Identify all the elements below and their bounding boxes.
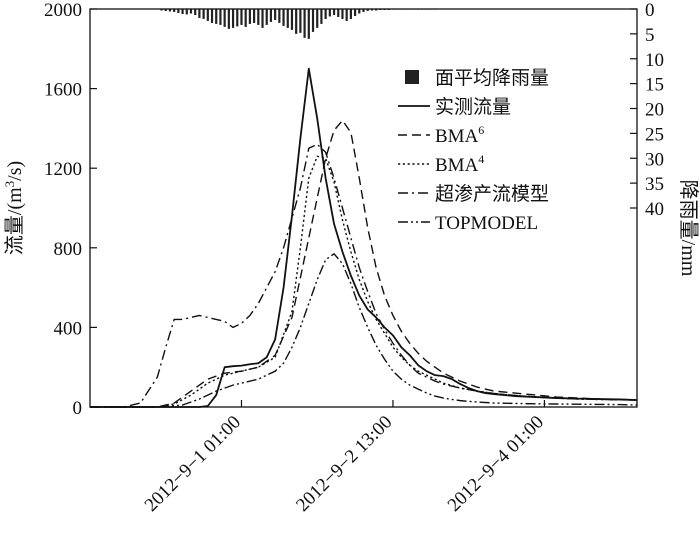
series-line-2 (90, 119, 638, 408)
rain-bar (261, 9, 264, 28)
rain-bar (278, 9, 281, 23)
rain-bar (375, 9, 378, 11)
left-tick-label: 1200 (44, 159, 82, 180)
series-line-4 (90, 143, 638, 408)
rain-bar (345, 9, 348, 21)
legend-label: BMA4 (435, 152, 484, 176)
series-line-3 (90, 155, 638, 408)
right-tick-label: 30 (645, 149, 664, 170)
right-tick-label: 10 (645, 50, 664, 71)
legend-label: 超渗产流模型 (435, 183, 549, 205)
rain-bar (206, 9, 209, 21)
rain-bar (370, 9, 374, 11)
rain-bar (210, 9, 214, 23)
rain-bar (282, 9, 285, 26)
right-tick-label: 35 (645, 174, 664, 195)
plot-area (90, 9, 638, 408)
rain-bar (362, 9, 365, 12)
rain-bar (320, 9, 323, 24)
left-tick-label: 400 (54, 318, 83, 339)
rain-bar (316, 9, 319, 28)
rain-bar (244, 9, 247, 27)
left-tick-label: 800 (54, 239, 83, 260)
rain-bar (328, 9, 331, 17)
rain-bar (299, 9, 302, 33)
legend-swatch-rain (405, 70, 419, 84)
rain-bar (269, 9, 273, 22)
rain-bar (274, 9, 277, 20)
rain-bar (353, 9, 357, 16)
rain-bar (349, 9, 352, 19)
legend-label: TOPMODEL (435, 213, 538, 234)
series-line-1 (90, 67, 638, 408)
rain-bar (215, 9, 218, 24)
right-tick-label: 40 (645, 199, 664, 220)
rain-bar (341, 9, 344, 19)
rain-bar (240, 9, 243, 25)
right-tick-label: 0 (645, 0, 655, 21)
rain-bar (332, 9, 336, 15)
rain-bar (358, 9, 361, 14)
left-axis-title: 流量/(m3/s) (2, 161, 26, 255)
legend-label: BMA6 (435, 123, 484, 147)
series-line-5 (90, 253, 638, 408)
rain-bar (202, 9, 205, 19)
axes: 0 400 800 1200 1600 2000 0 5 10 15 20 25 30 35 40 2012−… (2, 0, 700, 516)
x-tick-label: 2012−9−1 01:00 (141, 412, 245, 516)
right-tick-label: 25 (645, 124, 664, 145)
rain-bar (337, 9, 340, 17)
rain-bar (181, 9, 184, 14)
rain-bar (177, 9, 180, 13)
legend-label: 实测流量 (435, 96, 511, 118)
rain-bar (286, 9, 289, 28)
rain-bar (219, 9, 222, 25)
rain-bar (198, 9, 201, 18)
rain-bar (189, 9, 193, 14)
right-tick-label: 15 (645, 75, 664, 96)
rain-bar (173, 9, 176, 12)
rain-bar (194, 9, 197, 15)
rain-bar (227, 9, 230, 29)
left-tick-label: 0 (73, 398, 83, 419)
rain-bar (223, 9, 226, 27)
rain-bar (366, 9, 369, 11)
plot-frame (89, 8, 638, 408)
right-tick-label: 5 (645, 25, 655, 46)
legend-label: 面平均降雨量 (435, 67, 549, 89)
rain-bar (160, 9, 163, 11)
rain-bar (311, 9, 315, 32)
rain-bar (257, 9, 260, 25)
rain-bar (185, 9, 188, 15)
rain-bar (248, 9, 251, 24)
rain-bar (168, 9, 172, 12)
left-tick-label: 2000 (44, 0, 82, 21)
rain-bar (253, 9, 256, 23)
rain-bar (307, 9, 310, 39)
left-tick-label: 1600 (44, 80, 82, 101)
x-tick-label: 2012−9−4 01:00 (444, 412, 548, 516)
right-axis-title: 降雨量/mm (677, 180, 700, 277)
x-tick-label: 2012−9−2 13:00 (292, 412, 396, 516)
rain-bar (236, 9, 239, 27)
rain-bar (231, 9, 235, 28)
rain-bar (324, 9, 327, 19)
rain-bar (303, 9, 306, 38)
rain-bar (164, 9, 167, 11)
rain-bar (265, 9, 268, 25)
rain-bar (295, 9, 298, 34)
rain-bar (290, 9, 294, 30)
right-tick-label: 20 (645, 100, 664, 121)
